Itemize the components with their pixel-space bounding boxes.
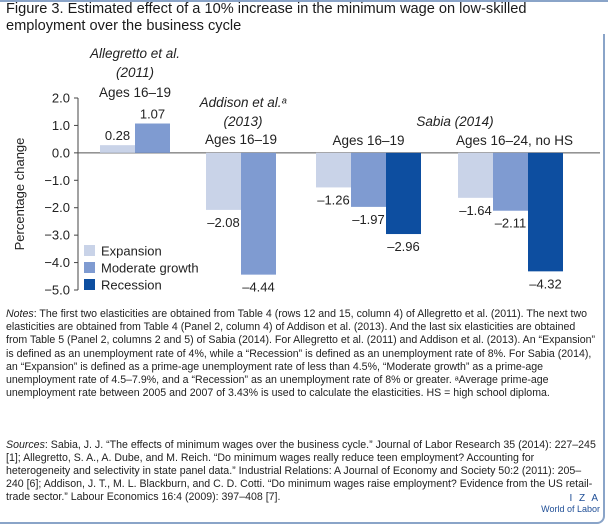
data-label: 0.28 xyxy=(105,128,130,143)
axis-layer: 2.0 1.0 0.0 −1.0 −2.0 −3.0 −4.0 −5.0 Percentage … xyxy=(12,91,600,298)
study-year: (2011) xyxy=(116,65,154,80)
logo-line1: I Z A xyxy=(569,493,600,504)
legend-swatch xyxy=(84,262,95,273)
bar xyxy=(100,145,135,153)
y-tick-label: −1.0 xyxy=(44,173,70,188)
legend-swatch xyxy=(84,245,95,256)
data-label: –2.96 xyxy=(387,239,420,254)
y-tick-label: 1.0 xyxy=(52,118,70,133)
bar xyxy=(458,152,493,198)
y-tick-label: 2.0 xyxy=(52,91,70,106)
group-label: Ages 16–19 xyxy=(99,85,171,100)
notes-text: : The first two elasticities are obtaine… xyxy=(6,308,596,400)
top-rule xyxy=(0,0,608,2)
group-label: Ages 16–19 xyxy=(205,132,277,147)
sources: Sources: Sabia, J. J. “The effects of mi… xyxy=(6,428,598,515)
bar xyxy=(241,152,276,275)
bar xyxy=(206,152,241,210)
bar xyxy=(316,152,351,188)
iza-logo: I Z A World of Labor xyxy=(540,493,600,515)
y-axis-title: Percentage change xyxy=(12,138,27,251)
notes-label: Notes xyxy=(6,308,34,320)
study-label: Allegretto et al. xyxy=(89,46,180,61)
labels-layer: 0.28 1.07 Ages 16–19 –2.08 –4.44 Ages 16–19 –1… xyxy=(89,46,573,295)
data-label: 1.07 xyxy=(140,107,165,122)
y-tick-label: −3.0 xyxy=(44,228,70,243)
y-tick-label: −4.0 xyxy=(44,255,70,270)
y-tick-label: −2.0 xyxy=(44,200,70,215)
data-label: –2.11 xyxy=(495,216,527,231)
bar xyxy=(135,123,170,153)
bar xyxy=(351,152,386,207)
legend-swatch xyxy=(84,279,95,290)
chart: 2.0 1.0 0.0 −1.0 −2.0 −3.0 −4.0 −5.0 Percentage … xyxy=(12,46,600,298)
y-tick-label: 0.0 xyxy=(52,145,70,160)
group-label: Ages 16–24, no HS xyxy=(456,133,573,148)
bars-layer xyxy=(100,123,563,275)
legend-label: Expansion xyxy=(101,244,162,259)
data-label: –1.64 xyxy=(459,203,492,218)
study-label: Addison et al.ᵃ xyxy=(199,95,288,110)
legend-label: Recession xyxy=(101,278,162,293)
notes: Notes: The first two elasticities are ob… xyxy=(6,308,598,400)
sources-text: : Sabia, J. J. “The effects of minimum w… xyxy=(6,438,596,504)
y-tick-label: −5.0 xyxy=(44,283,70,298)
data-label: –1.97 xyxy=(352,212,385,227)
bar xyxy=(528,152,563,272)
bar xyxy=(493,152,528,211)
data-label: –1.26 xyxy=(317,192,350,207)
figure-frame xyxy=(0,34,605,524)
bar xyxy=(386,152,421,235)
figure-title: Figure 3. Estimated effect of a 10% incr… xyxy=(6,1,527,34)
data-label: –2.08 xyxy=(207,215,240,230)
group-label: Ages 16–19 xyxy=(332,133,404,148)
sources-label: Sources xyxy=(6,438,45,451)
logo-line2: World of Labor xyxy=(541,504,600,514)
study-label: Sabia (2014) xyxy=(416,114,493,129)
legend: Expansion Moderate growth Recession xyxy=(84,244,199,293)
data-label: –4.44 xyxy=(242,280,275,295)
study-year: (2013) xyxy=(223,114,262,129)
legend-label: Moderate growth xyxy=(101,261,199,276)
data-label: –4.32 xyxy=(529,276,562,291)
